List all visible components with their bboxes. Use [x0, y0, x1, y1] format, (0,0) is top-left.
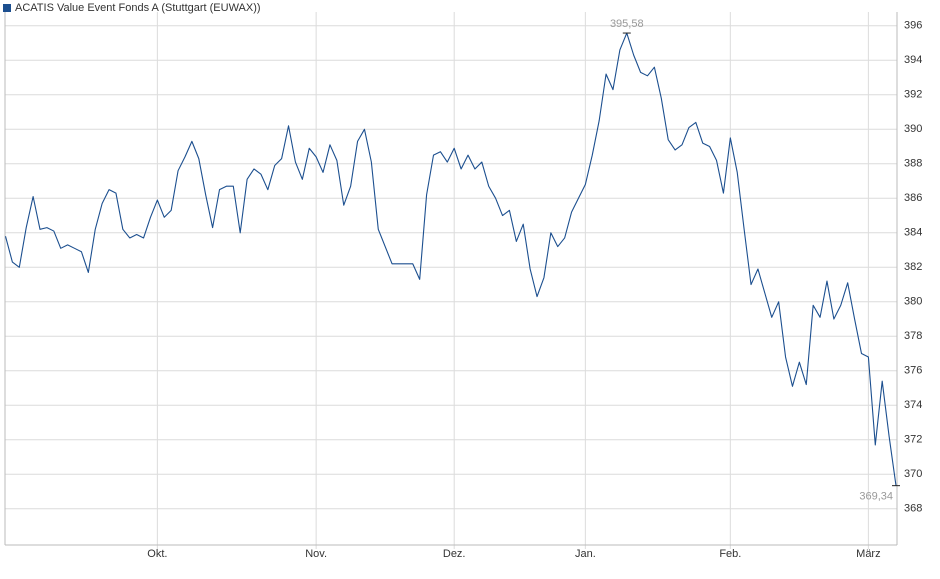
y-tick-label: 390	[904, 123, 922, 135]
y-tick-label: 394	[904, 54, 922, 66]
y-tick-label: 378	[904, 330, 922, 342]
legend-swatch	[3, 4, 11, 12]
y-tick-label: 382	[904, 261, 922, 273]
x-tick-label: Feb.	[719, 548, 741, 560]
legend-label: ACATIS Value Event Fonds A (Stuttgart (E…	[15, 2, 261, 14]
y-tick-label: 396	[904, 20, 922, 32]
x-tick-label: Dez.	[443, 548, 466, 560]
y-tick-label: 386	[904, 192, 922, 204]
y-tick-label: 384	[904, 227, 922, 239]
y-tick-label: 392	[904, 89, 922, 101]
y-tick-label: 368	[904, 503, 922, 515]
y-tick-label: 372	[904, 434, 922, 446]
y-tick-label: 388	[904, 158, 922, 170]
x-tick-label: Nov.	[305, 548, 327, 560]
value-label: 369,34	[859, 491, 893, 503]
y-tick-label: 370	[904, 468, 922, 480]
y-tick-label: 374	[904, 399, 922, 411]
x-tick-label: März	[856, 548, 880, 560]
x-tick-label: Jan.	[575, 548, 596, 560]
value-label: 395,58	[610, 18, 644, 30]
x-tick-label: Okt.	[147, 548, 167, 560]
y-tick-label: 380	[904, 296, 922, 308]
y-tick-label: 376	[904, 365, 922, 377]
price-line	[4, 32, 897, 486]
